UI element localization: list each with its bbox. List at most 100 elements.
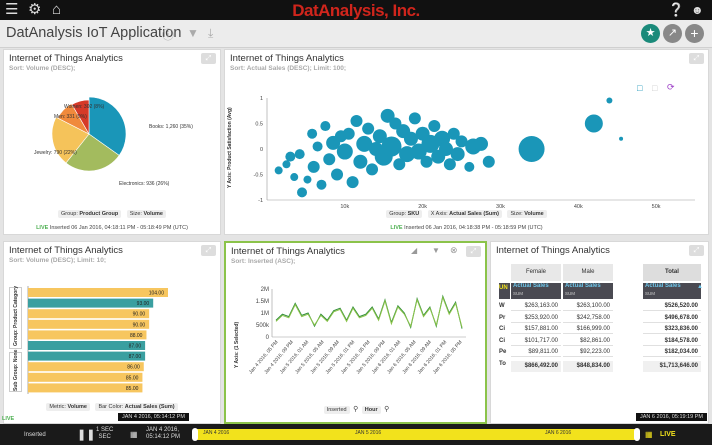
size-pill[interactable]: Size: Volume xyxy=(126,210,166,218)
close-icon[interactable]: ⊗ xyxy=(450,245,458,255)
zoom-in-icon[interactable]: ⚲ xyxy=(384,406,390,413)
bar xyxy=(28,362,144,372)
x-tick-label: 10k xyxy=(340,204,349,210)
y-tick-label: 0 xyxy=(260,147,263,153)
pie-label-men: Men: 331 (9%) xyxy=(54,114,87,120)
filter-icon[interactable]: ▼ xyxy=(432,246,440,255)
sort-icon[interactable]: ▲ xyxy=(697,284,703,290)
live-indicator: LIVE xyxy=(2,416,15,422)
scatter-point xyxy=(274,166,283,175)
app-title-bar: DatAnalysis IoT Application ⓘ ▼ ⤓ ★ ↗ + xyxy=(0,20,712,48)
live-button[interactable]: LIVE xyxy=(660,431,676,438)
bar-value-label: 90.00 xyxy=(133,322,146,328)
scatter-point xyxy=(342,127,355,140)
pie-label-electronics: Electronics: 936 (26%) xyxy=(119,181,170,187)
menu-icon[interactable]: ☰ xyxy=(5,1,19,18)
panel-title: Internet of Things Analytics xyxy=(496,245,610,256)
add-button[interactable]: + xyxy=(685,24,704,43)
download-icon[interactable]: ⤓ xyxy=(208,26,214,40)
x-tick-label: 40k xyxy=(574,204,583,210)
bar xyxy=(28,319,150,329)
scatter-status: LIVE Inserted 06 Jan 2016, 04:18:38 PM -… xyxy=(225,225,708,231)
table-cell: $166,999.00 xyxy=(563,324,613,334)
home-icon[interactable]: ⌂ xyxy=(52,1,62,18)
measure-header: Actual Sales xyxy=(511,283,561,292)
bar-status: LIVE xyxy=(2,416,218,422)
total-cell: $848,834.00 xyxy=(563,360,613,372)
line-chart-panel[interactable]: Internet of Things Analytics Sort: Inser… xyxy=(224,241,487,424)
scatter-point xyxy=(316,179,327,190)
brand-logo: DatAnalysis, Inc. xyxy=(292,1,420,20)
scatter-point xyxy=(381,136,402,157)
granularity-pill[interactable]: Hour xyxy=(361,406,381,414)
zoom-icon[interactable]: □ xyxy=(652,83,658,93)
calendar-icon[interactable]: ▦ xyxy=(645,430,653,439)
group-box[interactable]: Group: Product Category xyxy=(9,286,22,349)
scatter-point xyxy=(366,163,379,176)
row-header: Pe xyxy=(499,347,510,357)
expand-icon[interactable]: ⤢ xyxy=(201,245,216,256)
line-series xyxy=(275,295,463,328)
expand-icon[interactable]: ⤢ xyxy=(689,53,704,64)
x-tick-label: 30k xyxy=(496,204,505,210)
speed-control[interactable]: 1 SEC SEC xyxy=(96,427,114,440)
gear-icon[interactable]: ⚙ xyxy=(28,1,42,18)
bar-controls: Metric: Volume Bar Color: Actual Sales (… xyxy=(4,403,220,411)
measure-aggregation: SUM xyxy=(511,291,561,299)
live-indicator: LIVE xyxy=(36,225,49,231)
favorite-button[interactable]: ★ xyxy=(641,24,660,43)
x-axis-pill[interactable]: X Axis: Actual Sales (Sum) xyxy=(427,210,502,218)
timeline-end-handle[interactable] xyxy=(634,428,640,441)
user-icon[interactable]: ☻ xyxy=(691,3,704,17)
x-axis-pill[interactable]: Inserted xyxy=(323,406,350,414)
help-icon[interactable]: ❔ xyxy=(668,2,685,17)
table-cell: $182,034.00 xyxy=(643,347,701,357)
pie-label-women: Women: 302 (8%) xyxy=(64,104,105,110)
y-tick-label: 1 xyxy=(260,96,263,102)
group-pill[interactable]: Group: SKU xyxy=(386,210,423,218)
expand-icon[interactable]: ⤢ xyxy=(466,246,481,257)
table-cell: $496,678.00 xyxy=(643,313,701,323)
pie-chart-panel: Internet of Things Analytics Sort: Volum… xyxy=(3,49,221,235)
chart-settings-icon[interactable]: ◢ xyxy=(411,246,418,255)
group-pill[interactable]: Group: Product Group xyxy=(58,210,122,218)
column-header: Female xyxy=(511,264,561,281)
scatter-point xyxy=(285,151,296,162)
bar-value-label: 90.00 xyxy=(133,312,146,318)
size-pill[interactable]: Size: Volume xyxy=(507,210,547,218)
bar-value-label: 85.00 xyxy=(126,386,139,392)
timeline-tick: JAN 6 2016 xyxy=(545,430,572,436)
pie-slice-electronics xyxy=(65,133,120,172)
scatter-point xyxy=(372,129,387,144)
timeline-start-handle[interactable] xyxy=(192,428,198,441)
info-icon[interactable]: ⓘ xyxy=(162,28,175,42)
bar xyxy=(28,372,143,382)
column-header: Male xyxy=(563,264,613,281)
bar xyxy=(28,298,154,308)
subgroup-box[interactable]: Sub Group: None xyxy=(9,350,22,392)
line-controls: Inserted ⚲ Hour ⚲ xyxy=(226,405,485,414)
scatter-point xyxy=(362,122,375,135)
start-datetime[interactable]: JAN 4 2016, 05:14:12 PM xyxy=(146,427,181,440)
scatter-point xyxy=(420,155,433,168)
zoom-out-icon[interactable]: ⚲ xyxy=(353,406,359,413)
scatter-point xyxy=(447,127,460,140)
refresh-icon[interactable]: ⟳ xyxy=(667,82,675,92)
pie-label-jewelry: Jewelry: 790 (22%) xyxy=(34,150,77,156)
bar-color-pill[interactable]: Bar Color: Actual Sales (Sum) xyxy=(95,403,178,411)
calendar-icon[interactable]: ▦ xyxy=(130,430,138,439)
scatter-point xyxy=(336,143,353,160)
select-icon[interactable]: □ xyxy=(637,83,643,93)
scatter-point xyxy=(290,173,299,182)
metric-pill[interactable]: Metric: Volume xyxy=(46,403,90,411)
expand-icon[interactable]: ⤢ xyxy=(689,245,704,256)
pie-slice-women xyxy=(71,99,90,136)
expand-icon[interactable]: ⤢ xyxy=(201,53,216,64)
filter-icon[interactable]: ▼ xyxy=(187,26,199,40)
share-button[interactable]: ↗ xyxy=(663,24,682,43)
timeline-track[interactable]: JAN 4 2016 JAN 5 2016 JAN 6 2016 xyxy=(195,429,637,440)
bar-value-label: 88.00 xyxy=(130,333,143,339)
pause-icon[interactable]: ❚❚ xyxy=(77,429,96,441)
pie-slice-jewelry xyxy=(51,116,90,164)
